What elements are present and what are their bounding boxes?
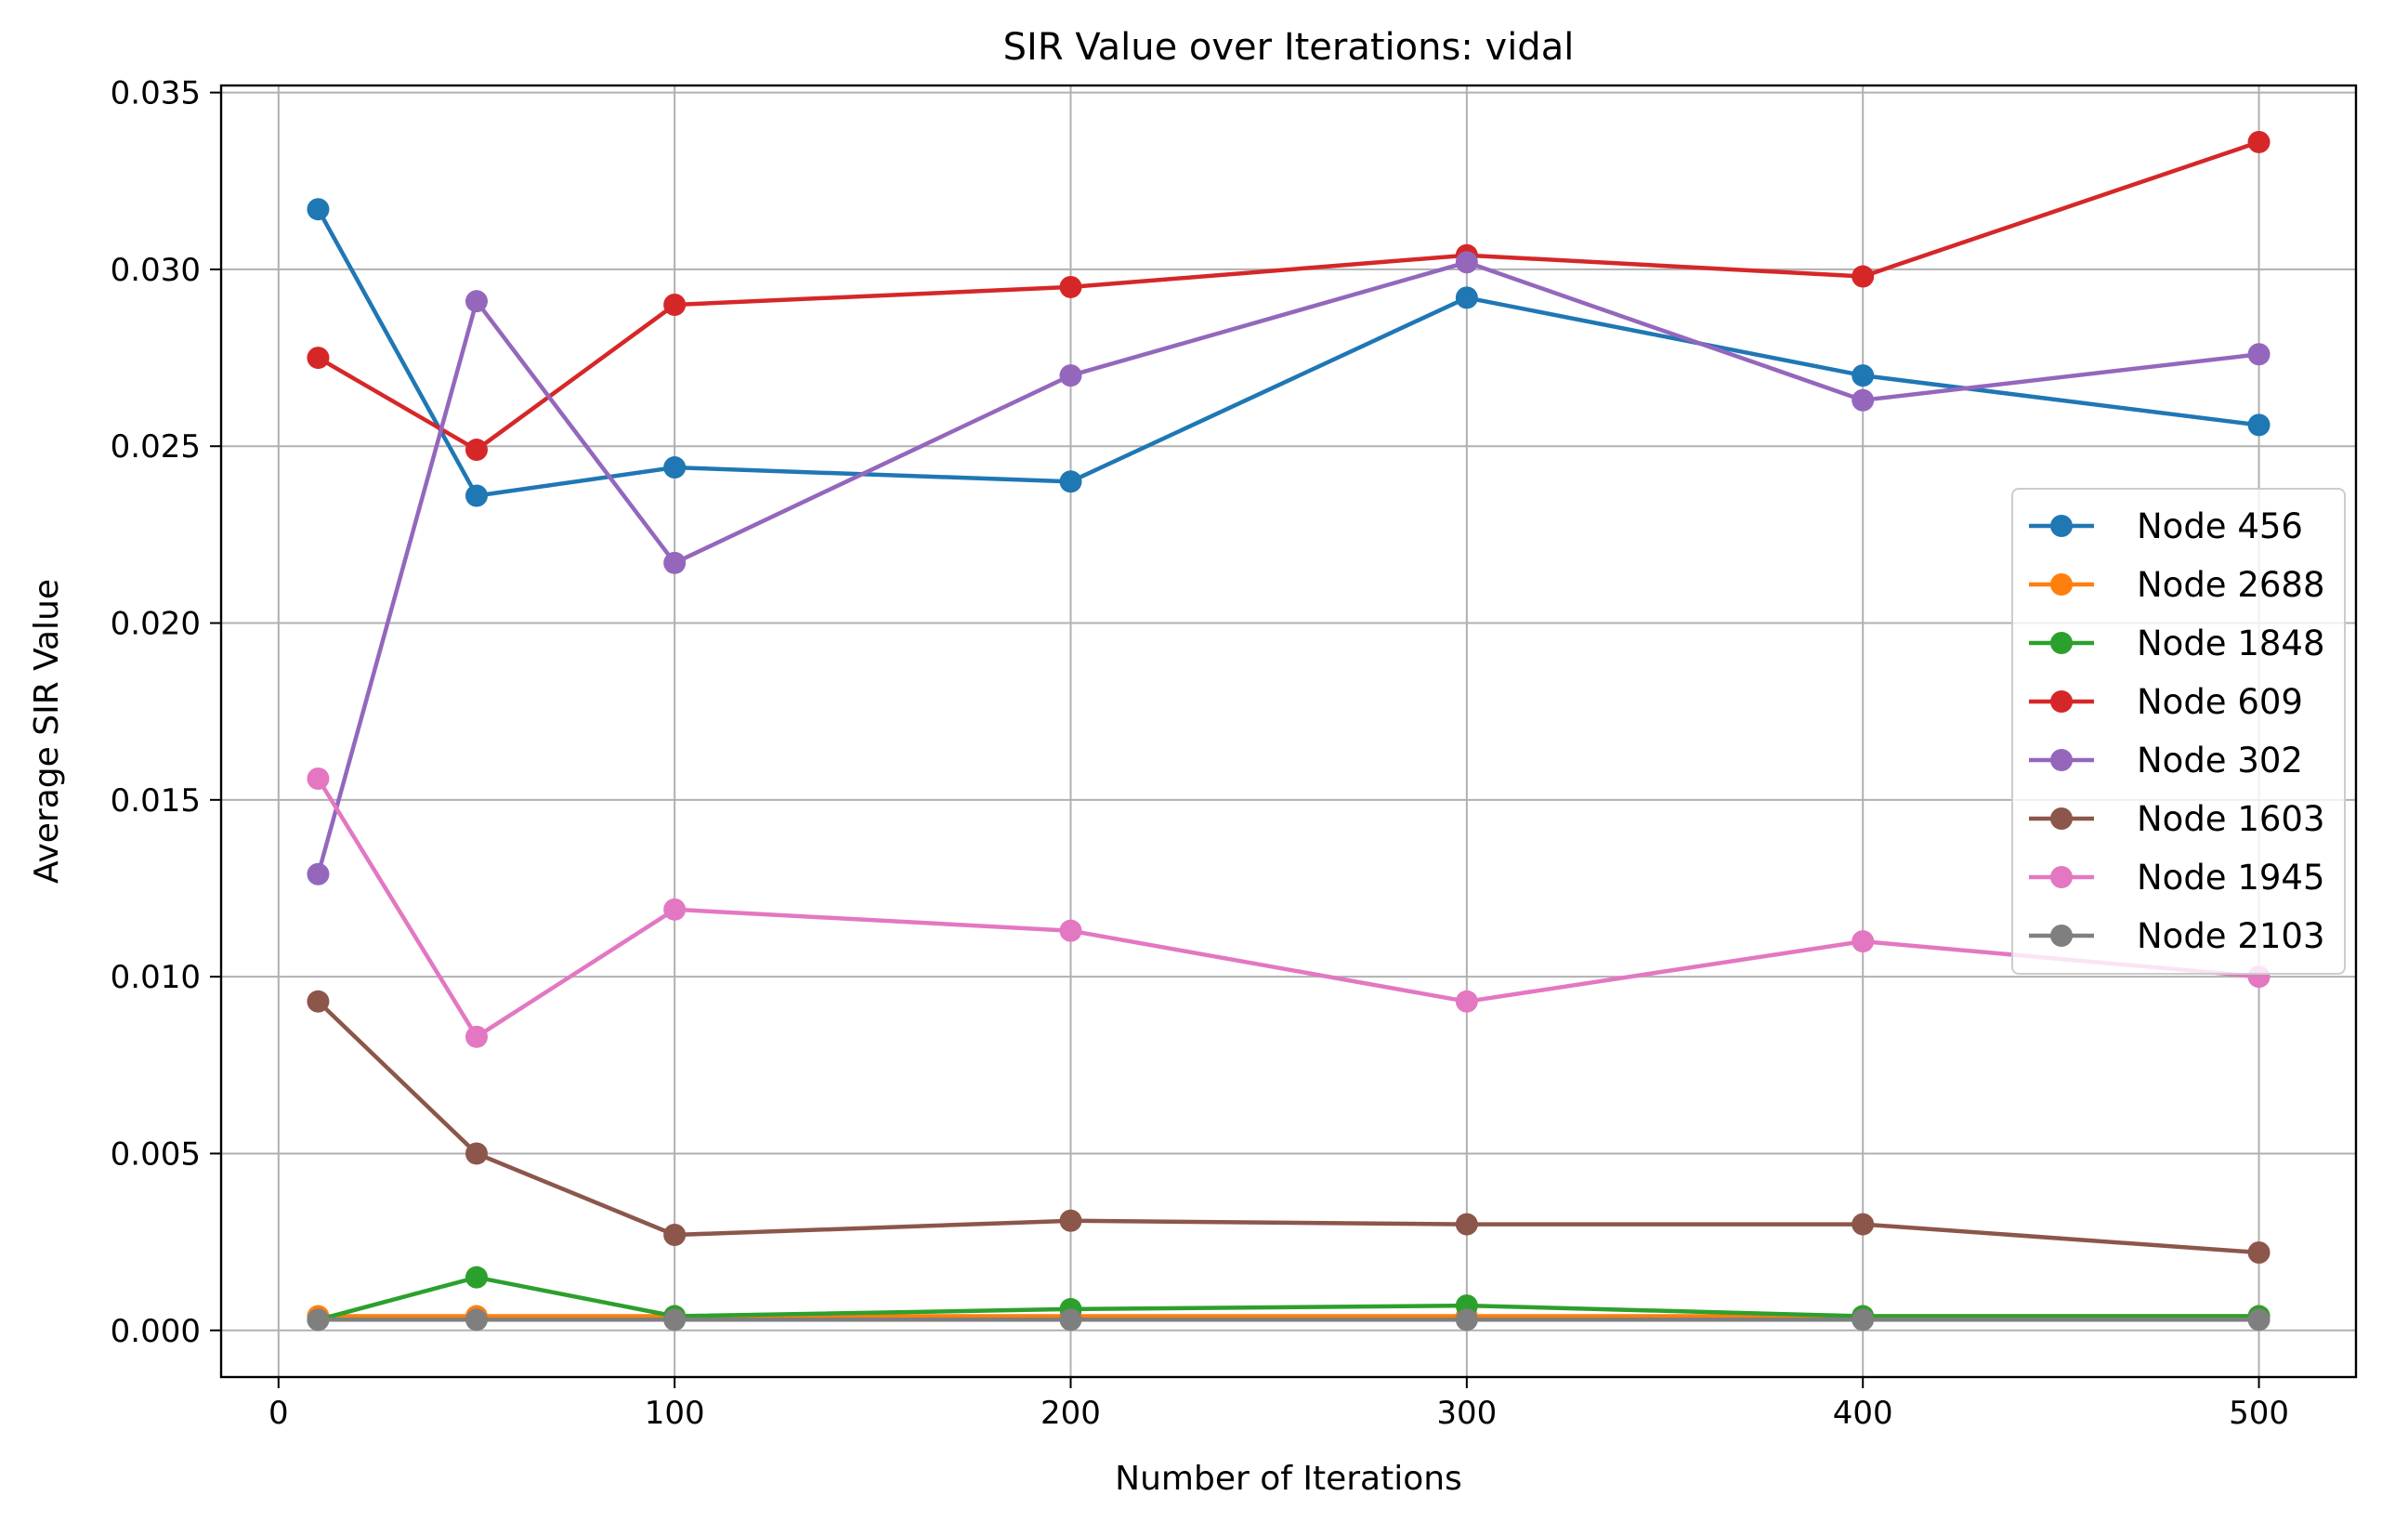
series-node-302 <box>307 251 2271 886</box>
y-tick-label: 0.035 <box>111 75 201 112</box>
legend-label: Node 1848 <box>2137 623 2325 663</box>
y-tick-label: 0.015 <box>111 782 201 820</box>
legend-marker <box>2050 925 2073 947</box>
data-point <box>1059 1308 1082 1332</box>
series-node-456 <box>307 198 2271 507</box>
y-tick-label: 0.030 <box>111 252 201 289</box>
data-point <box>465 1308 488 1332</box>
y-tick-label: 0.010 <box>111 959 201 996</box>
legend-box <box>2011 488 2346 975</box>
legend-marker <box>2050 690 2073 713</box>
data-point <box>1059 1209 1082 1232</box>
y-tick-label: 0.005 <box>111 1135 201 1173</box>
data-point <box>2247 413 2271 437</box>
y-tick-label: 0.000 <box>111 1313 201 1350</box>
data-point <box>1059 275 1082 298</box>
chart-title: SIR Value over Iterations: vidal <box>1003 26 1575 69</box>
data-point <box>307 1308 330 1332</box>
x-tick-label: 300 <box>1436 1395 1497 1432</box>
legend-marker <box>2050 866 2073 888</box>
data-point <box>465 1025 488 1048</box>
data-point <box>1852 364 1875 387</box>
data-point <box>1455 286 1478 309</box>
data-point <box>465 290 488 313</box>
data-point <box>465 1266 488 1289</box>
data-point <box>1455 1213 1478 1236</box>
plot-frame <box>219 84 2358 1379</box>
legend-label: Node 1603 <box>2137 799 2325 839</box>
data-point <box>2247 1308 2271 1332</box>
data-point <box>663 898 687 921</box>
legend-item: Node 456 <box>2029 506 2303 546</box>
x-tick-label: 100 <box>645 1395 705 1432</box>
legend-marker <box>2050 515 2073 537</box>
legend-label: Node 2103 <box>2137 916 2325 956</box>
data-point <box>1059 919 1082 942</box>
series-node-2103 <box>307 1308 2271 1332</box>
legend-item: Node 1848 <box>2029 623 2325 663</box>
legend-item: Node 302 <box>2029 741 2303 781</box>
legend-label: Node 2688 <box>2137 565 2325 605</box>
data-point <box>663 293 687 316</box>
data-point <box>1059 470 1082 493</box>
y-axis-label: Average SIR Value <box>28 579 66 884</box>
data-point <box>1852 265 1875 288</box>
x-tick-label: 0 <box>268 1395 289 1432</box>
data-point <box>2247 130 2271 153</box>
legend-item: Node 2688 <box>2029 565 2325 605</box>
data-point <box>307 198 330 221</box>
data-point <box>663 1223 687 1246</box>
data-point <box>465 439 488 462</box>
data-point <box>1852 1213 1875 1236</box>
x-axis-ticks: 0 100 200 300 400 500 <box>268 1377 2289 1432</box>
legend-label: Node 302 <box>2137 741 2303 781</box>
data-point <box>307 347 330 370</box>
legend-item: Node 2103 <box>2029 916 2325 956</box>
y-axis-ticks: 0.000 0.005 0.010 0.015 0.020 0.025 0.030 0.035 <box>111 75 221 1350</box>
data-point <box>465 484 488 507</box>
series-layer <box>307 130 2271 1332</box>
legend-item: Node 1945 <box>2029 858 2325 898</box>
x-tick-label: 200 <box>1040 1395 1101 1432</box>
legend-label: Node 1945 <box>2137 858 2325 898</box>
legend-marker <box>2050 749 2073 771</box>
x-tick-label: 400 <box>1833 1395 1893 1432</box>
data-point <box>465 1142 488 1165</box>
legend-label: Node 609 <box>2137 682 2303 722</box>
grid-lines <box>221 85 2356 1377</box>
legend: Node 456 Node 2688 Node 1848 Node 609 Node 3… <box>2011 488 2346 975</box>
data-point <box>1852 1308 1875 1332</box>
legend-marker <box>2050 632 2073 654</box>
data-point <box>1455 1308 1478 1332</box>
legend-marker <box>2050 573 2073 596</box>
data-point <box>1852 388 1875 412</box>
data-point <box>663 1308 687 1332</box>
legend-marker <box>2050 807 2073 830</box>
data-point <box>307 862 330 886</box>
y-tick-label: 0.025 <box>111 428 201 466</box>
data-point <box>2247 343 2271 366</box>
data-point <box>663 551 687 574</box>
legend-item: Node 609 <box>2029 682 2303 722</box>
data-point <box>307 768 330 791</box>
data-point <box>1455 990 1478 1013</box>
x-tick-label: 500 <box>2229 1395 2289 1432</box>
x-axis-label: Number of Iterations <box>1115 1460 1462 1498</box>
data-point <box>307 990 330 1013</box>
series-node-1603 <box>307 990 2271 1265</box>
y-tick-label: 0.020 <box>111 606 201 643</box>
legend-item: Node 1603 <box>2029 799 2325 839</box>
data-point <box>1059 364 1082 387</box>
data-point <box>1852 930 1875 953</box>
data-point <box>663 456 687 479</box>
legend-label: Node 456 <box>2137 506 2303 546</box>
data-point <box>2247 1241 2271 1265</box>
data-point <box>1455 251 1478 274</box>
